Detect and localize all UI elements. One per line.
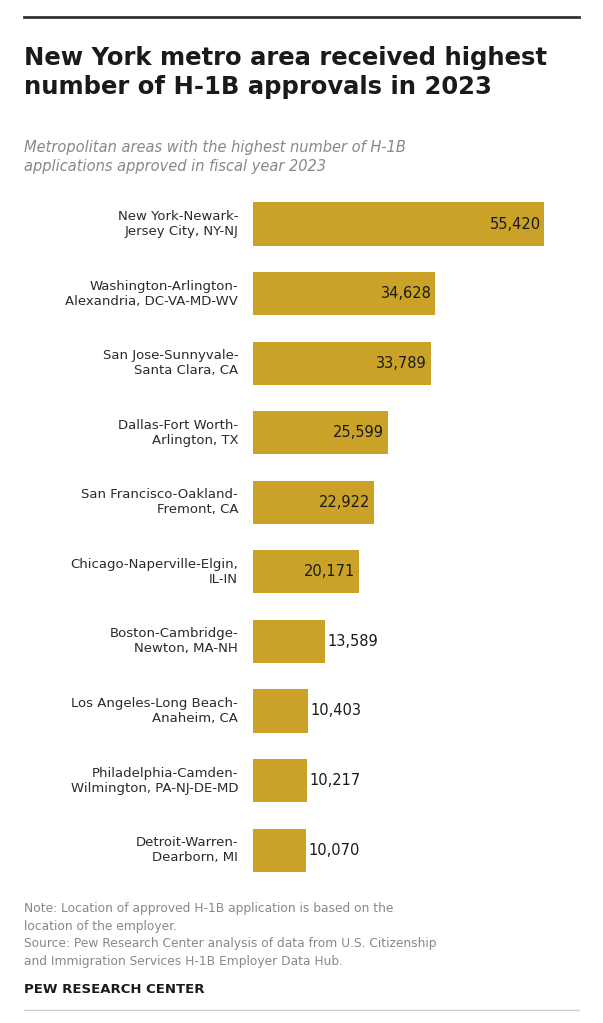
Text: San Jose-Sunnyvale-
Santa Clara, CA: San Jose-Sunnyvale- Santa Clara, CA: [103, 349, 238, 377]
Text: 55,420: 55,420: [490, 217, 541, 231]
Bar: [253, 203, 545, 246]
Bar: [253, 829, 306, 872]
Text: 25,599: 25,599: [333, 426, 384, 440]
Text: 13,589: 13,589: [327, 634, 378, 649]
Text: Boston-Cambridge-
Newton, MA-NH: Boston-Cambridge- Newton, MA-NH: [109, 627, 238, 656]
Bar: [253, 272, 435, 315]
Text: 10,217: 10,217: [309, 773, 361, 788]
Bar: [253, 759, 307, 802]
Bar: [253, 411, 388, 454]
Text: 34,628: 34,628: [380, 286, 432, 301]
Text: Chicago-Naperville-Elgin,
IL-IN: Chicago-Naperville-Elgin, IL-IN: [71, 558, 238, 586]
Bar: [253, 620, 324, 663]
Text: Metropolitan areas with the highest number of H-1B
applications approved in fisc: Metropolitan areas with the highest numb…: [24, 140, 406, 174]
Text: Detroit-Warren-
Dearborn, MI: Detroit-Warren- Dearborn, MI: [136, 836, 238, 864]
Text: San Francisco-Oakland-
Fremont, CA: San Francisco-Oakland- Fremont, CA: [81, 488, 238, 517]
Text: New York metro area received highest
number of H-1B approvals in 2023: New York metro area received highest num…: [24, 46, 547, 99]
Bar: [253, 550, 359, 593]
Bar: [253, 690, 308, 732]
Text: Dallas-Fort Worth-
Arlington, TX: Dallas-Fort Worth- Arlington, TX: [118, 418, 238, 447]
Bar: [253, 481, 374, 524]
Text: 22,922: 22,922: [318, 495, 370, 509]
Text: New York-Newark-
Jersey City, NY-NJ: New York-Newark- Jersey City, NY-NJ: [118, 210, 238, 238]
Bar: [253, 342, 431, 385]
Text: Los Angeles-Long Beach-
Anaheim, CA: Los Angeles-Long Beach- Anaheim, CA: [71, 697, 238, 725]
Text: Washington-Arlington-
Alexandria, DC-VA-MD-WV: Washington-Arlington- Alexandria, DC-VA-…: [65, 279, 238, 308]
Text: Note: Location of approved H-1B application is based on the
location of the empl: Note: Location of approved H-1B applicat…: [24, 902, 437, 968]
Text: 33,789: 33,789: [376, 356, 427, 370]
Text: PEW RESEARCH CENTER: PEW RESEARCH CENTER: [24, 983, 204, 996]
Text: 20,171: 20,171: [305, 565, 356, 579]
Text: Philadelphia-Camden-
Wilmington, PA-NJ-DE-MD: Philadelphia-Camden- Wilmington, PA-NJ-D…: [71, 766, 238, 795]
Text: 10,403: 10,403: [311, 704, 362, 718]
Text: 10,070: 10,070: [309, 843, 360, 857]
